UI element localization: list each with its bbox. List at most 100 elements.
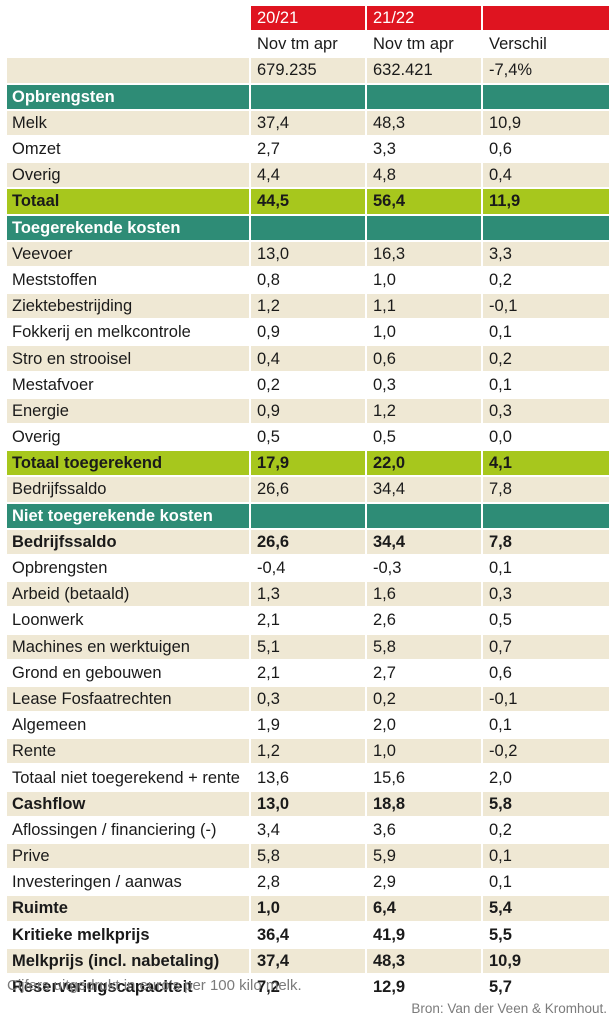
header-period-1: Nov tm apr [249, 31, 366, 59]
footnote: Cijfers uitgedrukt in euro's per 100 kil… [7, 977, 302, 994]
value-year-2: 2,9 [365, 869, 482, 897]
value-year-2: 12,9 [365, 973, 482, 1002]
row-label: Niet toegerekende kosten [7, 502, 250, 530]
row-label: Melkprijs (incl. nabetaling) [7, 947, 250, 975]
value-year-1: 44,5 [249, 188, 366, 216]
header-volume-1: 679.235 [249, 57, 366, 85]
row-label: Toegerekende kosten [7, 214, 250, 242]
table-row: Stro en strooisel 0,4 0,6 0,2 [7, 345, 609, 373]
value-year-2: 0,3 [365, 371, 482, 399]
value-year-1: 1,3 [249, 581, 366, 609]
value-year-1: 2,1 [249, 659, 366, 687]
row-label: Prive [7, 843, 250, 871]
value-year-1: 0,9 [249, 319, 366, 347]
value-year-1: 0,4 [249, 345, 366, 373]
row-label: Rente [7, 738, 250, 766]
header-diff-label: Verschil [481, 31, 609, 59]
value-year-2: 3,3 [365, 135, 482, 164]
value-year-2: 34,4 [365, 528, 482, 556]
row-label: Omzet [7, 135, 250, 164]
value-year-1: 2,7 [249, 135, 366, 164]
table-row: Totaal toegerekend 17,9 22,0 4,1 [7, 450, 609, 478]
table-row: Rente 1,2 1,0 -0,2 [7, 738, 609, 766]
source-credit: Bron: Van der Veen & Kromhout. [411, 1001, 607, 1016]
row-label: Machines en werktuigen [7, 633, 250, 661]
header-row-years: 20/21 21/22 [7, 6, 609, 33]
value-year-1: 1,2 [249, 738, 366, 766]
value-year-2: 16,3 [365, 240, 482, 268]
value-diff: -0,1 [481, 685, 609, 714]
value-year-2: 0,6 [365, 345, 482, 373]
value-year-2 [365, 502, 482, 530]
table-row: Loonwerk 2,1 2,6 0,5 [7, 607, 609, 635]
value-year-1: 4,4 [249, 162, 366, 190]
row-label: Meststoffen [7, 266, 250, 295]
value-diff: 4,1 [481, 450, 609, 478]
table-row: Toegerekende kosten [7, 214, 609, 242]
value-diff: 0,6 [481, 659, 609, 687]
value-diff: 11,9 [481, 188, 609, 216]
table-row: Overig 4,4 4,8 0,4 [7, 162, 609, 190]
row-label: Overig [7, 162, 250, 190]
value-year-1: 17,9 [249, 450, 366, 478]
value-diff: -0,1 [481, 293, 609, 321]
value-year-2: 5,9 [365, 843, 482, 871]
value-diff: 0,5 [481, 607, 609, 635]
value-diff: 7,8 [481, 476, 609, 504]
value-year-2: 15,6 [365, 764, 482, 792]
value-year-2: 0,2 [365, 685, 482, 714]
value-year-2: 34,4 [365, 476, 482, 504]
value-year-2: 22,0 [365, 450, 482, 478]
value-year-1: 0,3 [249, 685, 366, 714]
row-label: Grond en gebouwen [7, 659, 250, 687]
table-row: Niet toegerekende kosten [7, 502, 609, 530]
value-year-1: 1,9 [249, 712, 366, 740]
header-year-diff-blank [481, 6, 609, 33]
value-year-1 [249, 83, 366, 111]
table-row: Melkprijs (incl. nabetaling) 37,4 48,3 10,9 [7, 947, 609, 975]
value-year-2: 5,8 [365, 633, 482, 661]
table-row: Energie 0,9 1,2 0,3 [7, 397, 609, 426]
table-row: Overig 0,5 0,5 0,0 [7, 424, 609, 452]
table-row: Aflossingen / financiering (-) 3,4 3,6 0,2 [7, 816, 609, 845]
value-diff: 0,1 [481, 843, 609, 871]
value-diff: 0,2 [481, 266, 609, 295]
table-row: Totaal 44,5 56,4 11,9 [7, 188, 609, 216]
value-year-1: 7,2 [249, 973, 366, 1002]
header-blank-cell [7, 31, 250, 59]
header-volume-diff: -7,4% [481, 57, 609, 85]
value-diff: 0,1 [481, 319, 609, 347]
row-label: Opbrengsten [7, 554, 250, 583]
value-diff: 5,4 [481, 895, 609, 923]
table-row: Cashflow 13,0 18,8 5,8 [7, 790, 609, 818]
table-row: Omzet 2,7 3,3 0,6 [7, 135, 609, 164]
row-label: Opbrengsten [7, 83, 250, 111]
value-year-2: 56,4 [365, 188, 482, 216]
value-year-1 [249, 214, 366, 242]
table-row: Veevoer 13,0 16,3 3,3 [7, 240, 609, 268]
row-label: Ruimte [7, 895, 250, 923]
header-year-1: 20/21 [249, 6, 366, 33]
value-diff: 2,0 [481, 764, 609, 792]
value-diff: -0,2 [481, 738, 609, 766]
value-diff [481, 83, 609, 111]
row-label: Melk [7, 109, 250, 137]
value-diff: 0,7 [481, 633, 609, 661]
value-year-2 [365, 214, 482, 242]
value-diff: 0,1 [481, 371, 609, 399]
value-year-2: 4,8 [365, 162, 482, 190]
value-year-2: 1,0 [365, 738, 482, 766]
value-diff [481, 502, 609, 530]
value-year-1: 13,6 [249, 764, 366, 792]
value-year-2: 1,0 [365, 266, 482, 295]
value-year-2: 3,6 [365, 816, 482, 845]
value-year-2: -0,3 [365, 554, 482, 583]
value-year-1: 36,4 [249, 921, 366, 949]
header-blank-cell [7, 6, 250, 33]
row-label: Totaal [7, 188, 250, 216]
value-year-2: 6,4 [365, 895, 482, 923]
header-volume-2: 632.421 [365, 57, 482, 85]
table-row: Fokkerij en melkcontrole 0,9 1,0 0,1 [7, 319, 609, 347]
row-label: Overig [7, 424, 250, 452]
value-year-1 [249, 502, 366, 530]
